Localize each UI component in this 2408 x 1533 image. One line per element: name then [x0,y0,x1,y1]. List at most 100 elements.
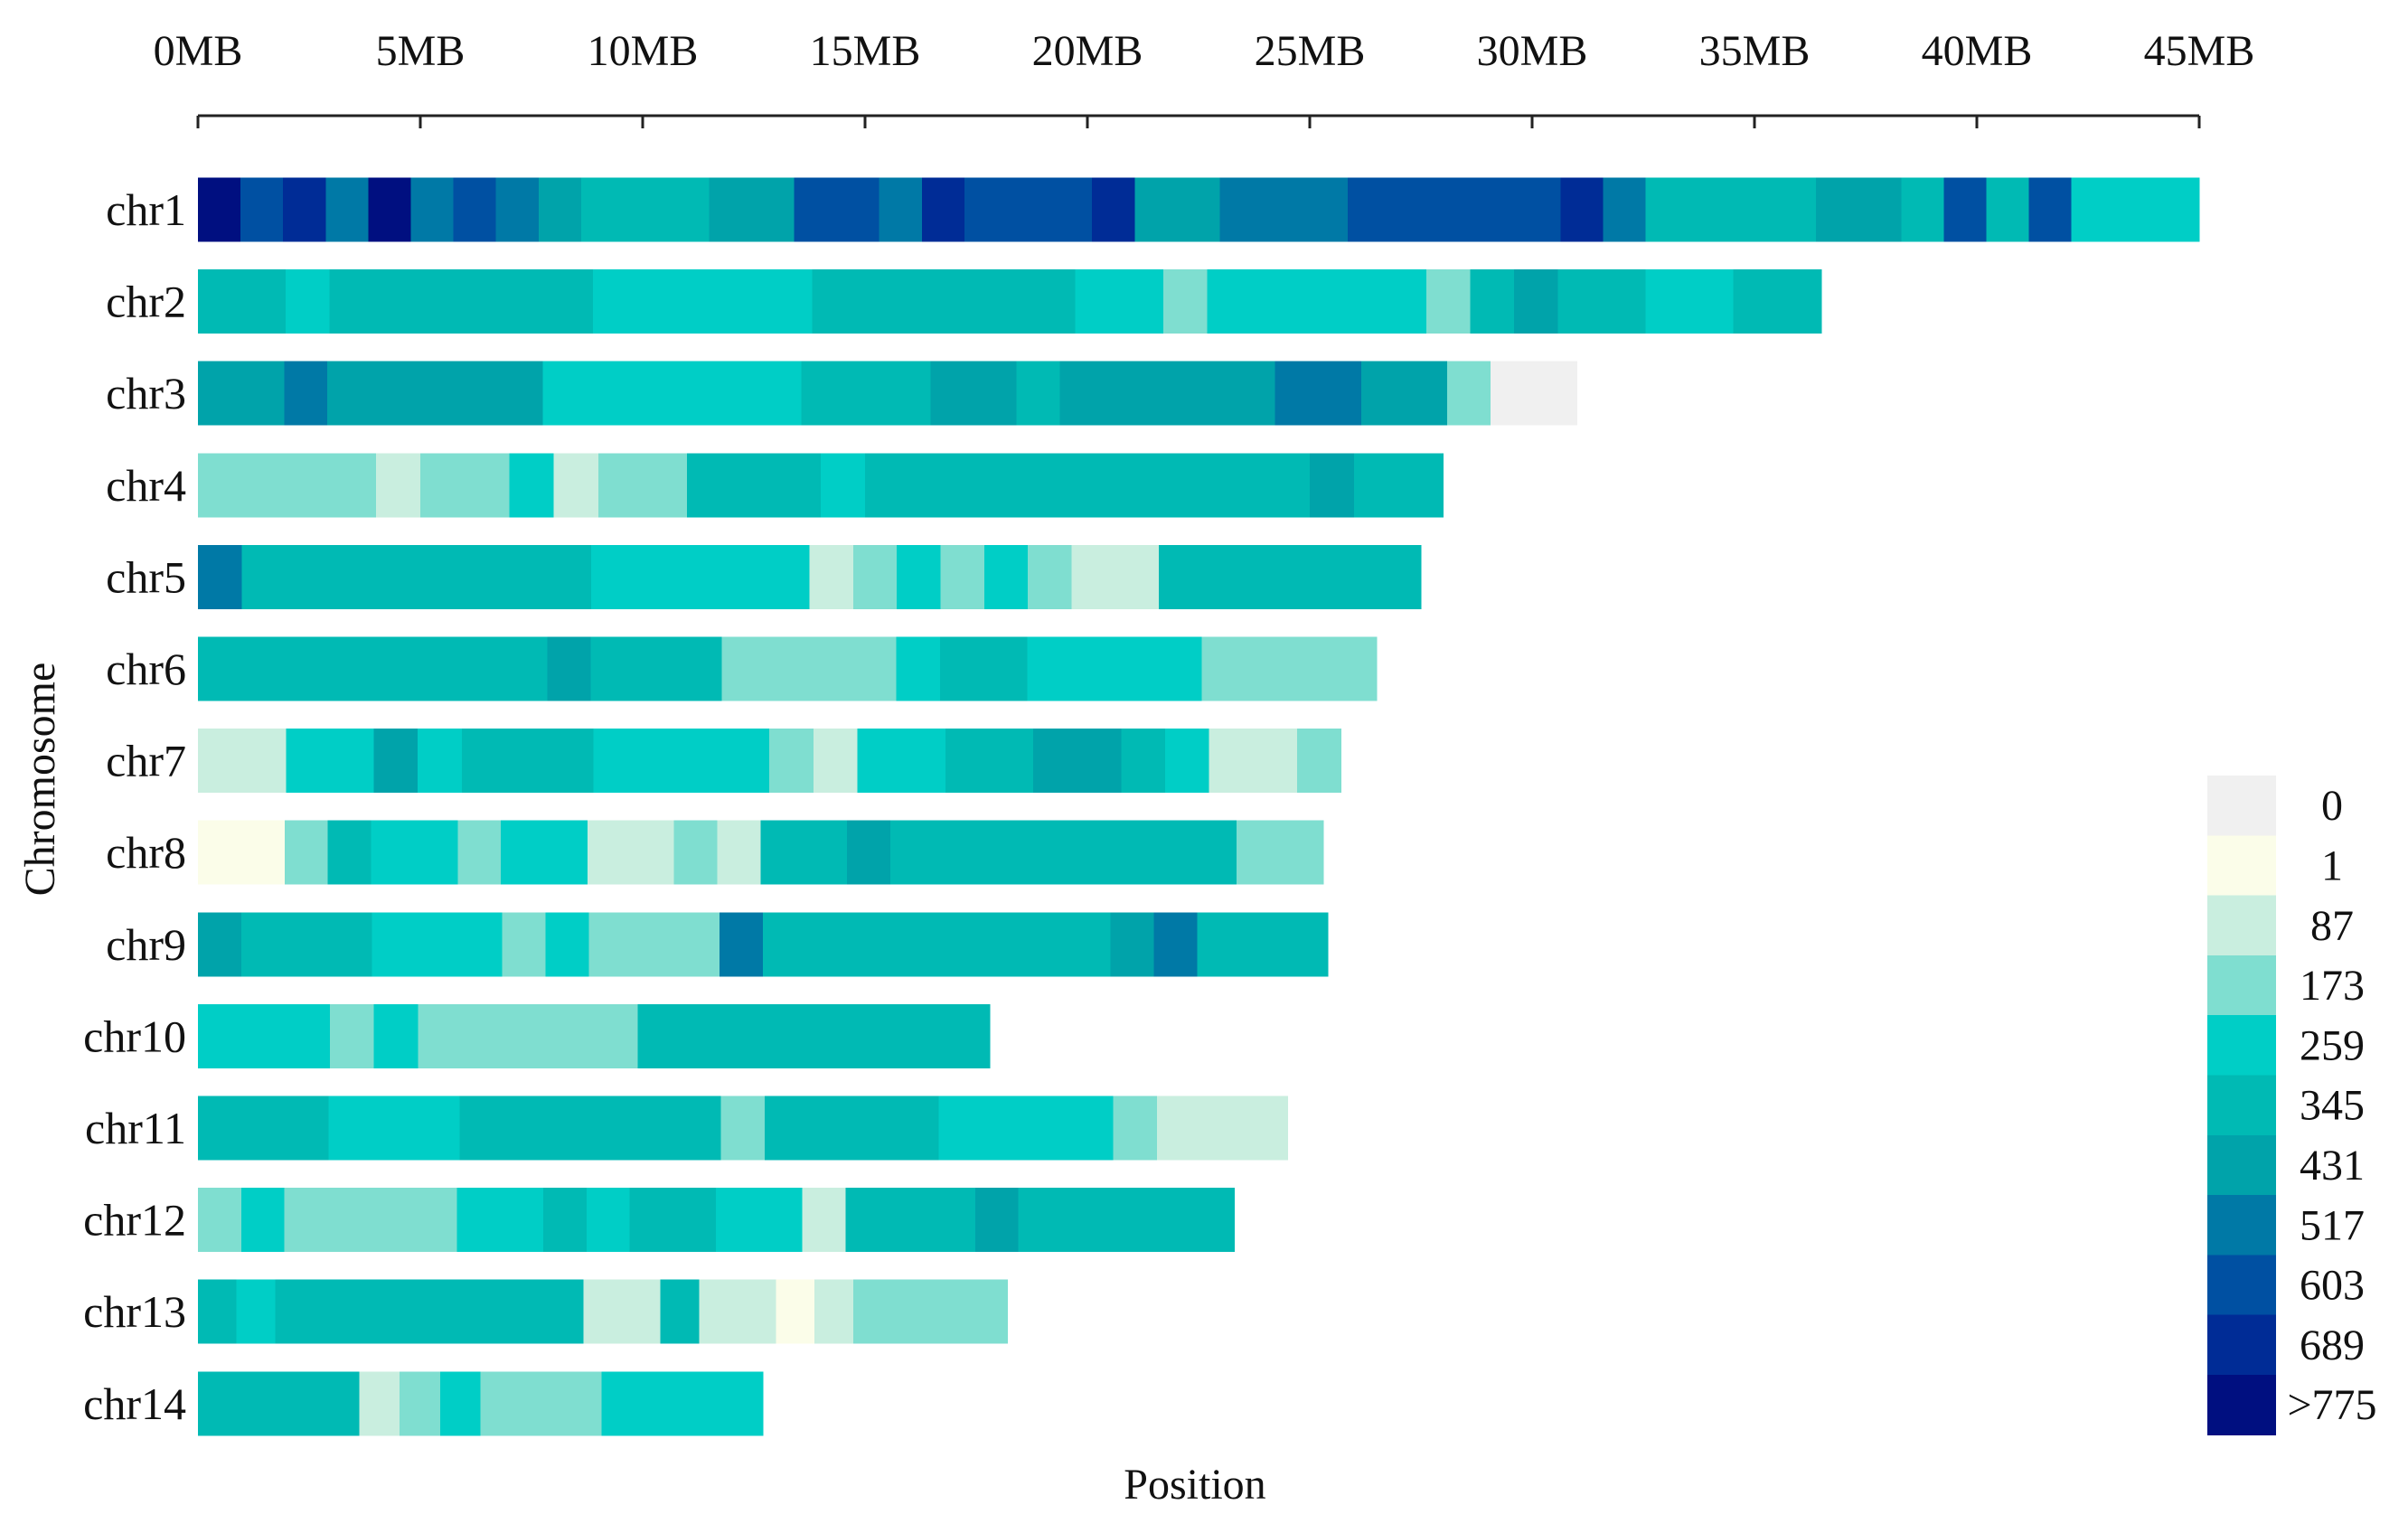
density-bin [769,1003,814,1068]
density-bin [546,1096,591,1161]
density-bin [1156,1096,1201,1161]
density-bin [453,177,497,242]
density-bin [284,820,329,885]
chromosome-track-chr8: chr8 [106,820,1324,885]
density-bin [278,1371,320,1436]
density-bin [980,912,1024,977]
density-bin [505,1003,550,1068]
chromosome-track-chr13: chr13 [83,1279,1009,1344]
density-bin [808,1096,852,1161]
density-bin [198,453,243,518]
density-bin [666,177,710,242]
density-bin [241,269,287,334]
density-bin [1290,544,1334,609]
density-bin [1733,269,1778,334]
chromosome-track-chr4: chr4 [106,453,1444,518]
density-bin [1023,912,1068,977]
density-bin [198,729,243,794]
density-bin [677,1096,722,1161]
density-bin [499,361,543,426]
density-bin [1689,269,1735,334]
density-bin [974,1188,1020,1253]
density-bin [461,1003,507,1068]
density-bin [758,1188,804,1253]
density-bin [2071,177,2115,242]
y-axis-title: Chromosome [16,663,64,897]
density-bin [585,361,630,426]
chromosome-label: chr7 [106,736,186,786]
density-bin [286,269,331,334]
density-bin [457,820,502,885]
density-bin [359,1371,400,1436]
density-bin [240,1188,286,1253]
density-bin [628,361,673,426]
density-bin [240,177,284,242]
density-bin [1777,269,1822,334]
density-bin [1447,361,1491,426]
density-bin [410,177,455,242]
density-bin [325,177,370,242]
legend-label: 1 [2321,842,2343,889]
density-bin [1231,361,1276,426]
density-bin [198,1188,242,1253]
density-bin [716,1188,760,1253]
density-bin [1250,269,1295,334]
density-bin [1027,636,1072,701]
density-bin [1289,636,1334,701]
density-bin [637,1003,682,1068]
density-bin [637,729,682,794]
legend-swatch [2207,835,2276,897]
density-bin [890,820,935,885]
density-bin [368,177,412,242]
density-bin [641,1371,683,1436]
density-bin [327,820,372,885]
density-bin [983,544,1029,609]
density-bin [720,1096,766,1161]
density-bin [1602,269,1647,334]
density-bin [501,820,545,885]
x-tick-label: 25MB [1255,27,1366,75]
density-bin [416,544,461,609]
x-tick-label: 10MB [588,27,699,75]
density-bin [699,1279,738,1344]
density-bin [328,544,373,609]
density-bin [964,177,1008,242]
density-bin [329,1003,375,1068]
density-bin [284,1188,328,1253]
density-bin [865,453,910,518]
density-bin [461,269,506,334]
legend-swatch [2207,1314,2276,1376]
density-bin [313,1279,353,1344]
density-bin [1265,453,1311,518]
density-bin [1347,177,1391,242]
density-bin [506,1279,546,1344]
legend-swatch [2207,1195,2276,1256]
density-bin [719,912,764,977]
density-bin [495,177,540,242]
density-bin [721,636,767,701]
density-bin [459,636,504,701]
density-bin [936,912,981,977]
density-bin [242,453,287,518]
density-bin [590,544,635,609]
density-bin [1433,177,1476,242]
density-bin [586,1188,631,1253]
density-bin [318,1371,361,1436]
density-bin [1197,912,1242,977]
density-bin [852,636,898,701]
density-bin [1115,544,1160,609]
density-bin [1279,820,1324,885]
density-bin [1049,177,1093,242]
density-bin [439,1371,482,1436]
density-bin [241,729,287,794]
density-bin [634,1096,678,1161]
density-bin [983,636,1029,701]
density-bin [804,820,848,885]
density-bin [836,177,880,242]
density-bin [458,912,503,977]
density-bin [852,1279,893,1344]
x-tick-label: 45MB [2144,27,2255,75]
density-bin [1338,269,1384,334]
legend-label: >775 [2287,1381,2376,1429]
density-bin [285,912,329,977]
